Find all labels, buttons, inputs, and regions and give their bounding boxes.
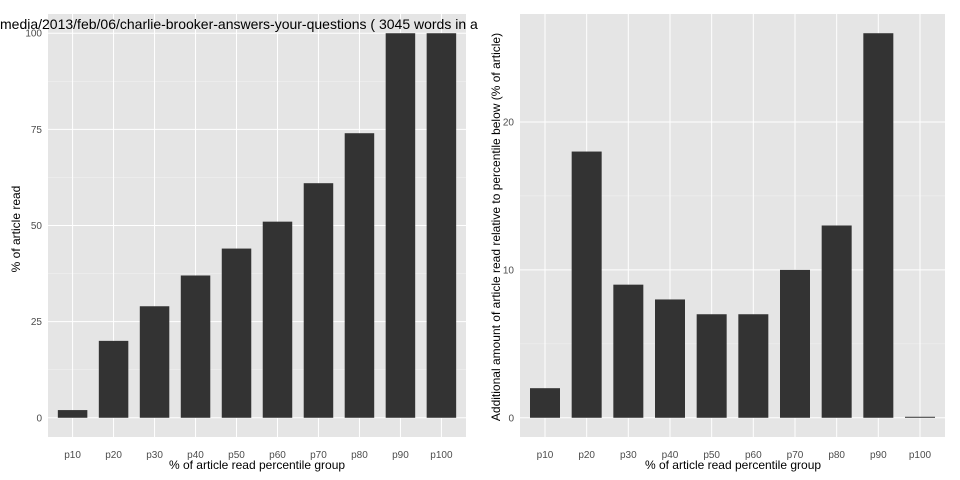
right-x-tick-label: p90 (870, 450, 887, 461)
left-x-tick-label: p30 (146, 450, 163, 461)
right-bar (530, 388, 560, 418)
right-y-tick-label: 0 (508, 413, 514, 424)
left-x-tick-label: p100 (430, 450, 453, 461)
right-x-tick-label: p80 (828, 450, 845, 461)
left-y-tick-label: 100 (25, 29, 42, 40)
left-x-ticks: p10 p20 p30 p40 p50 p60 p70 p80 p90 p100 (64, 450, 453, 461)
right-x-tick-label: p40 (662, 450, 679, 461)
right-bar (863, 33, 894, 418)
left-y-tick-label: 0 (36, 413, 42, 424)
right-bars (530, 33, 935, 418)
left-y-tick-label: 25 (31, 317, 43, 328)
left-x-tick-label: p60 (269, 450, 286, 461)
left-y-axis-label: % of article read (9, 186, 23, 273)
right-bar (571, 151, 602, 418)
left-bars (57, 33, 457, 418)
right-x-tick-label: p50 (703, 450, 720, 461)
right-bar (821, 225, 852, 418)
right-y-tick-label: 20 (503, 117, 515, 128)
right-bar (905, 416, 935, 418)
left-y-tick-label: 75 (31, 125, 43, 136)
left-x-tick-label: p10 (64, 450, 81, 461)
left-y-tick-label: 50 (31, 221, 43, 232)
left-chart-title: media/2013/feb/06/charlie-brooker-answer… (0, 16, 478, 32)
right-bar (655, 299, 685, 418)
left-x-tick-label: p80 (351, 450, 368, 461)
right-x-axis-label: % of article read percentile group (645, 458, 821, 472)
right-y-tick-label: 10 (503, 265, 515, 276)
right-x-ticks: p10 p20 p30 p40 p50 p60 p70 p80 p90 p100 (537, 450, 932, 461)
right-chart: 0 10 20 p10 p20 p30 p40 p50 p60 p70 p80 p90 p100 % … (489, 14, 945, 472)
right-x-tick-label: p20 (578, 450, 595, 461)
left-bar (385, 33, 416, 418)
left-x-tick-label: p90 (392, 450, 409, 461)
left-x-tick-label: p70 (310, 450, 327, 461)
left-bar (57, 410, 88, 418)
left-x-axis-label: % of article read percentile group (169, 458, 345, 472)
left-bar (221, 248, 252, 418)
left-x-tick-label: p50 (228, 450, 245, 461)
left-x-tick-label: p40 (187, 450, 204, 461)
right-bar (780, 269, 810, 418)
right-x-tick-label: p70 (787, 450, 804, 461)
right-bar (738, 314, 769, 418)
left-bar (344, 133, 375, 418)
left-y-ticks: 0 25 50 75 100 (25, 29, 42, 425)
right-x-tick-label: p100 (909, 450, 932, 461)
left-bar (426, 33, 457, 418)
left-bar (98, 340, 129, 418)
left-bar (262, 221, 293, 418)
left-bar (139, 306, 170, 418)
left-bar (180, 275, 211, 418)
right-x-tick-label: p60 (745, 450, 762, 461)
right-bar (696, 314, 727, 418)
right-bar (613, 284, 644, 418)
right-y-ticks: 0 10 20 (503, 117, 515, 424)
right-x-tick-label: p30 (620, 450, 637, 461)
left-bar (303, 183, 334, 418)
right-y-axis-label: Additional amount of article read relati… (489, 33, 503, 421)
right-x-tick-label: p10 (537, 450, 554, 461)
left-x-tick-label: p20 (105, 450, 122, 461)
